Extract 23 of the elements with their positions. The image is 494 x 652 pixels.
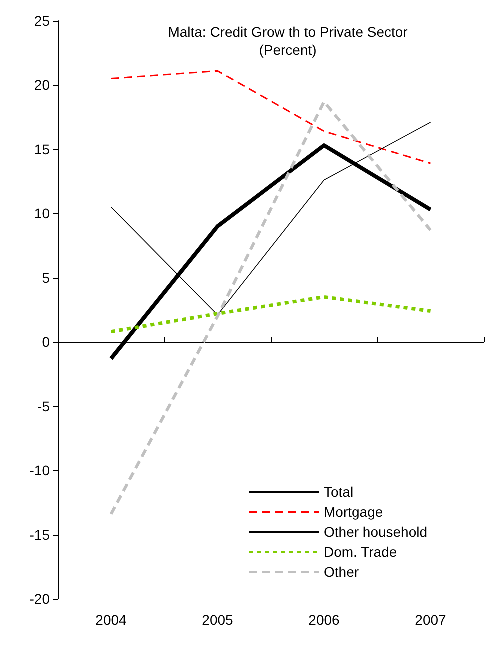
y-tick-label: 0: [42, 334, 50, 350]
chart-title: Malta: Credit Grow th to Private Sector: [168, 24, 408, 40]
y-tick-label: -10: [30, 462, 50, 479]
text: (Percent): [259, 42, 317, 58]
x-tick-label: 2005: [202, 612, 234, 628]
y-tick-label: -20: [30, 591, 50, 607]
y-tick-label: 15: [34, 141, 50, 158]
line-series: [110, 70, 432, 164]
y-tick-label: -5: [38, 398, 50, 414]
y-tick-label: 10: [34, 206, 50, 222]
line-series: [110, 295, 432, 334]
legend-label: Other: [324, 564, 360, 580]
y-tick-label: -15: [30, 526, 50, 543]
legend-label: Other household: [324, 524, 428, 540]
y-tick-label: 25: [34, 13, 50, 29]
x-tick-label: 2007: [415, 612, 447, 628]
y-tick-label: 5: [42, 270, 50, 286]
legend-label: Total: [324, 484, 354, 500]
legend-label: Dom. Trade: [324, 544, 398, 560]
x-tick-label: 2006: [308, 612, 340, 628]
x-tick-label: 2004: [96, 612, 128, 628]
y-tick-label: 20: [34, 77, 50, 94]
legend-label: Mortgage: [324, 504, 384, 520]
